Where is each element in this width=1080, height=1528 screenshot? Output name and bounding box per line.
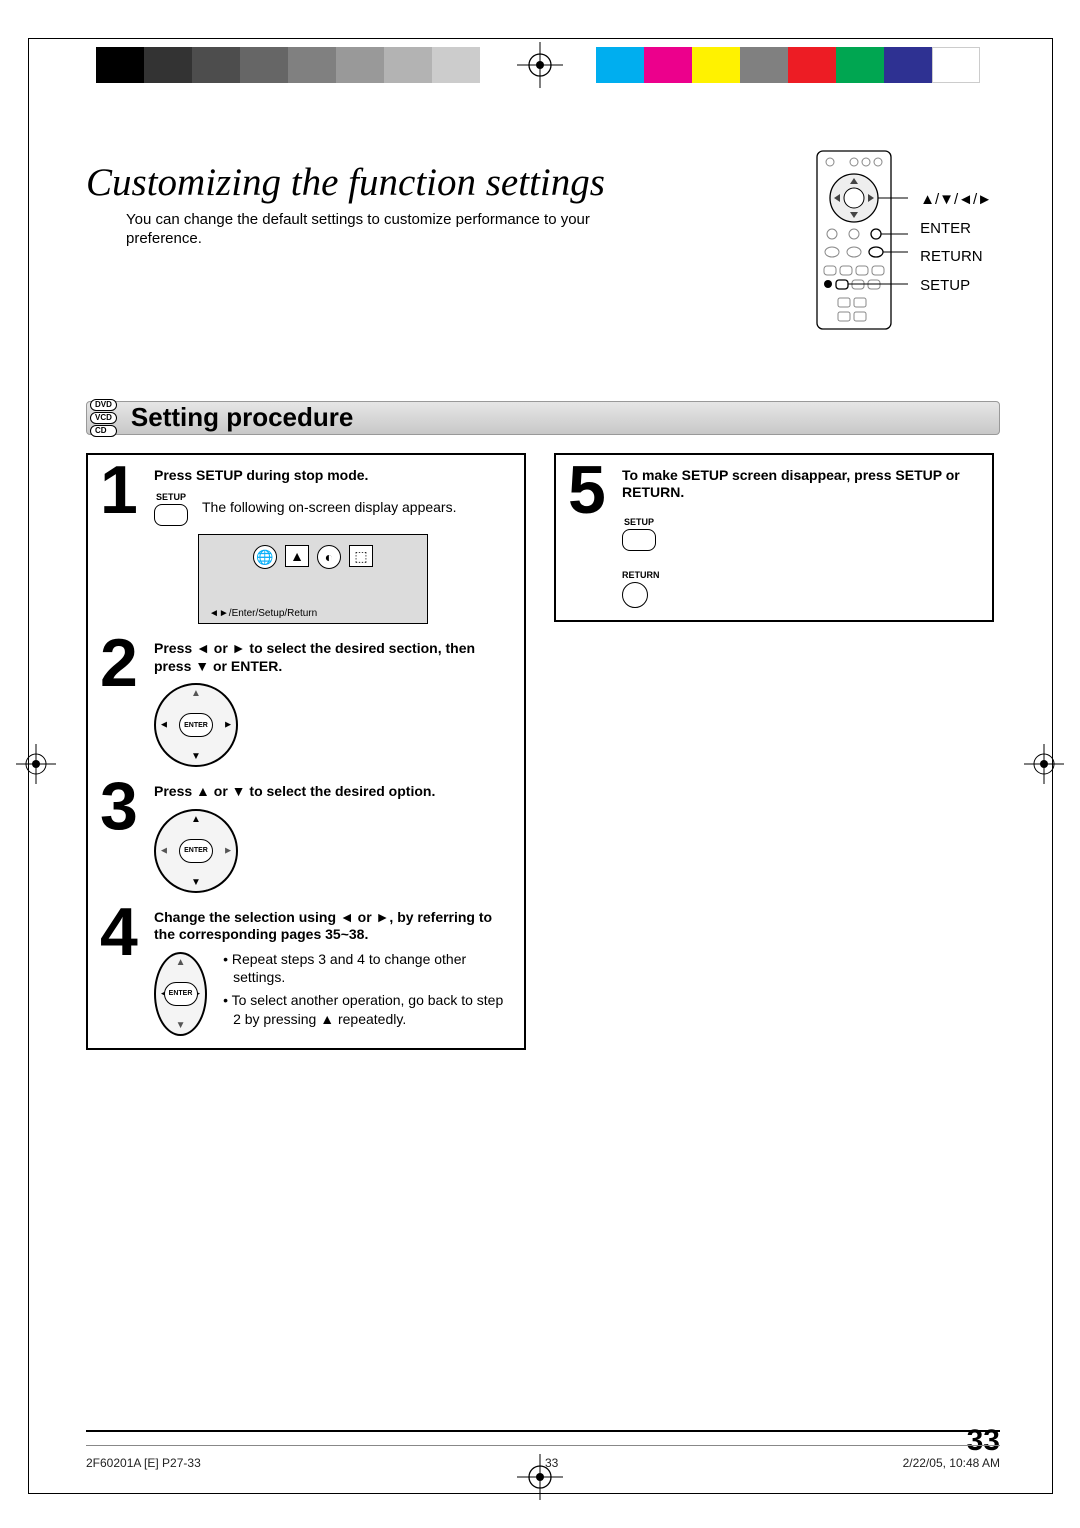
step-heading: To make SETUP screen disappear, press SE… bbox=[622, 467, 980, 502]
dpad-icon: ▲▼ ◄► ENTER bbox=[154, 809, 238, 893]
remote-label-enter: ENTER bbox=[920, 215, 992, 244]
step-heading: Press ▲ or ▼ to select the desired optio… bbox=[154, 783, 512, 801]
step-3: 3 Press ▲ or ▼ to select the desired opt… bbox=[100, 779, 512, 893]
setup-button-icon: SETUP bbox=[622, 517, 656, 551]
step-number: 4 bbox=[100, 905, 146, 1036]
setup-button-icon: SETUP bbox=[154, 492, 188, 526]
globe-icon: 🌐 bbox=[253, 545, 277, 569]
page-content: Customizing the function settings You ca… bbox=[86, 160, 1000, 1428]
remote-label-setup: SETUP bbox=[920, 272, 992, 301]
footer-timestamp: 2/22/05, 10:48 AM bbox=[903, 1456, 1000, 1470]
disc-type-badges: DVD VCD CD bbox=[90, 399, 117, 437]
remote-label-return: RETURN bbox=[920, 243, 992, 272]
left-steps-box: 1 Press SETUP during stop mode. SETUP Th… bbox=[86, 453, 526, 1050]
step-text: The following on-screen display appears. bbox=[202, 498, 456, 516]
badge-dvd: DVD bbox=[90, 399, 117, 411]
step-heading: Change the selection using ◄ or ►, by re… bbox=[154, 909, 512, 944]
step4-bullet: To select another operation, go back to … bbox=[223, 991, 512, 1029]
step-2: 2 Press ◄ or ► to select the desired sec… bbox=[100, 636, 512, 767]
step-1: 1 Press SETUP during stop mode. SETUP Th… bbox=[100, 463, 512, 625]
step-number: 1 bbox=[100, 463, 146, 625]
section-header: DVD VCD CD Setting procedure bbox=[86, 399, 1000, 437]
step-number: 5 bbox=[568, 463, 614, 608]
color-calibration-bars bbox=[0, 47, 1080, 83]
step-4: 4 Change the selection using ◄ or ►, by … bbox=[100, 905, 512, 1036]
badge-vcd: VCD bbox=[90, 412, 117, 424]
footer-doc-id: 2F60201A [E] P27-33 bbox=[86, 1456, 201, 1470]
return-button-icon: RETURN bbox=[622, 570, 660, 608]
registration-mark-left bbox=[16, 744, 56, 784]
right-column: 5 To make SETUP screen disappear, press … bbox=[554, 453, 994, 1050]
step-heading: Press SETUP during stop mode. bbox=[154, 467, 512, 485]
footer: 2F60201A [E] P27-33 33 2/22/05, 10:48 AM bbox=[86, 1445, 1000, 1470]
step-number: 2 bbox=[100, 636, 146, 767]
footer-rule bbox=[86, 1430, 1000, 1432]
section-title: Setting procedure bbox=[131, 399, 353, 436]
audio-icon: ◐ bbox=[317, 545, 341, 569]
registration-mark-right bbox=[1024, 744, 1064, 784]
step-5: 5 To make SETUP screen disappear, press … bbox=[568, 463, 980, 608]
remote-illustration: ▲/▼/◄/► ENTER RETURN SETUP bbox=[816, 150, 992, 330]
step4-bullet: Repeat steps 3 and 4 to change other set… bbox=[223, 950, 512, 988]
footer-page: 33 bbox=[545, 1456, 558, 1470]
dpad-icon: ▲▼ ◄► ENTER bbox=[154, 952, 207, 1036]
badge-cd: CD bbox=[90, 425, 117, 437]
page-description: You can change the default settings to c… bbox=[126, 211, 616, 249]
parental-icon: ⬚ bbox=[349, 545, 373, 567]
osd-screen: 🌐 ▲ ◐ ⬚ ◄►/Enter/Setup/Return bbox=[198, 534, 428, 624]
picture-icon: ▲ bbox=[285, 545, 309, 567]
remote-label-arrows: ▲/▼/◄/► bbox=[920, 186, 992, 215]
step-heading: Press ◄ or ► to select the desired secti… bbox=[154, 640, 512, 675]
osd-hint: ◄►/Enter/Setup/Return bbox=[209, 608, 317, 619]
dpad-icon: ▲▼ ◄► ENTER bbox=[154, 683, 238, 767]
step-number: 3 bbox=[100, 779, 146, 893]
